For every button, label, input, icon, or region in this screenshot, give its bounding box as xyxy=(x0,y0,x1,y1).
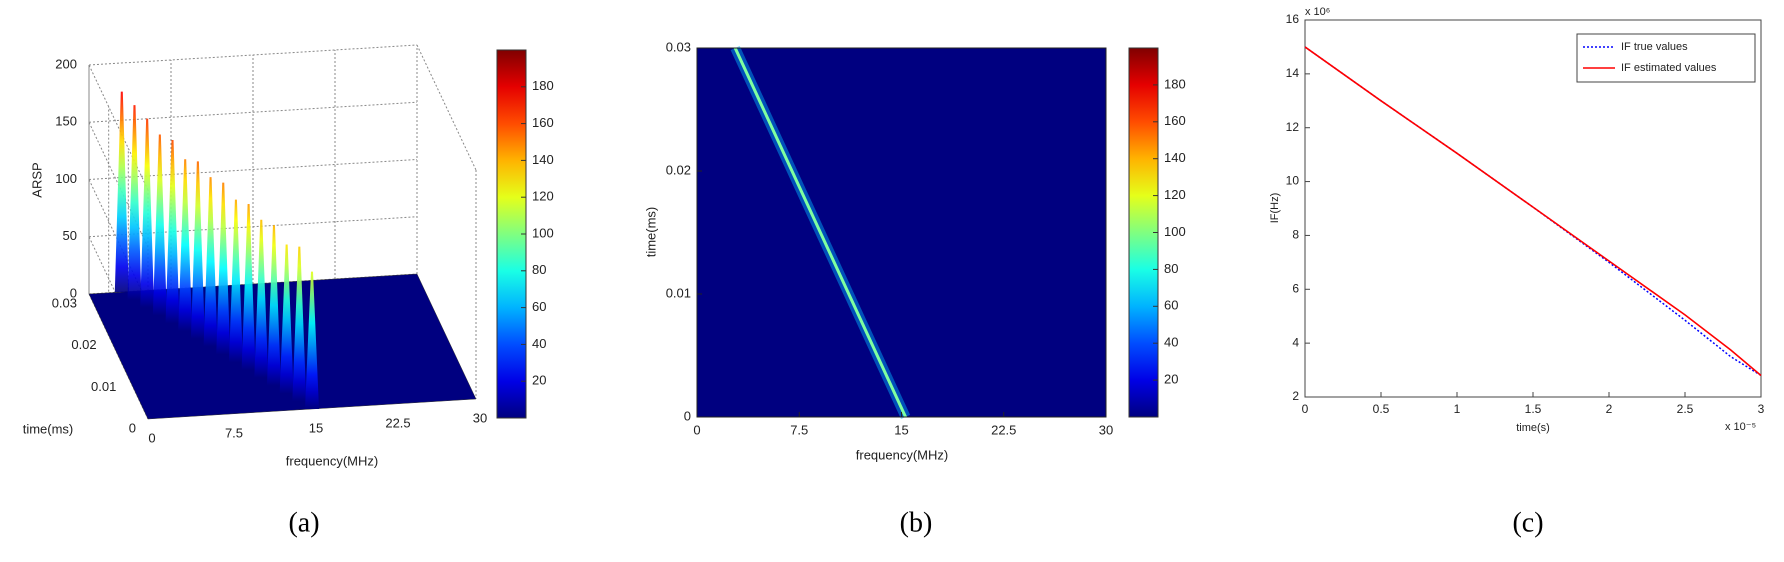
colorbar-label: 40 xyxy=(532,336,546,351)
colorbar-label: 120 xyxy=(532,189,554,204)
y-tick-label: 12 xyxy=(1286,120,1300,134)
x-tick-label: 0.5 xyxy=(1373,402,1390,416)
legend-label: IF true values xyxy=(1621,41,1688,53)
colorbar-label: 40 xyxy=(1164,335,1178,350)
spike xyxy=(279,244,294,394)
x-exponent: x 10⁻⁵ xyxy=(1725,421,1756,433)
y-tick-label: 0.02 xyxy=(71,337,96,352)
x-tick-label: 3 xyxy=(1758,402,1765,416)
y-tick-label: 0.03 xyxy=(52,295,77,310)
z-tick-label: 150 xyxy=(55,114,77,129)
line-series xyxy=(1304,46,1762,377)
colorbar-label: 180 xyxy=(532,78,554,93)
y-exponent: x 10⁶ xyxy=(1305,6,1330,18)
x-tick-label: 22.5 xyxy=(991,422,1016,437)
box-edge xyxy=(416,44,477,171)
colorbar-label: 60 xyxy=(532,299,546,314)
colorbar-label: 20 xyxy=(532,373,546,388)
colorbar-label: 180 xyxy=(1164,76,1186,91)
y-tick-label: 0.01 xyxy=(91,379,116,394)
caption: (b) xyxy=(900,507,933,538)
colorbar-label: 120 xyxy=(1164,187,1186,202)
y-tick-label: 0 xyxy=(129,420,136,435)
spike xyxy=(165,140,180,324)
y-tick-label: 6 xyxy=(1292,281,1299,295)
spike xyxy=(266,225,281,386)
y-tick-label: 8 xyxy=(1292,228,1299,242)
x-tick-label: 22.5 xyxy=(385,415,410,430)
colorbar-label: 160 xyxy=(532,115,554,130)
x-tick-label: 2.5 xyxy=(1677,402,1694,416)
legend-box xyxy=(1576,33,1756,83)
x-tick-label: 1.5 xyxy=(1525,402,1542,416)
spike xyxy=(140,118,155,308)
spike xyxy=(152,134,167,316)
x-tick-label: 7.5 xyxy=(225,425,243,440)
spike xyxy=(254,219,269,378)
spike xyxy=(305,271,319,409)
x-axis-label: frequency(MHz) xyxy=(856,447,948,462)
x-tick-label: 0 xyxy=(148,430,155,445)
y-tick-label: 0.01 xyxy=(666,285,691,300)
y-axis-label: time(ms) xyxy=(643,207,658,258)
x-tick-label: 7.5 xyxy=(790,422,808,437)
colorbar-label: 20 xyxy=(1164,372,1178,387)
x-tick-label: 30 xyxy=(473,410,487,425)
ridge xyxy=(733,47,907,418)
z-axis-label: ARSP xyxy=(29,162,44,197)
x-tick-label: 1 xyxy=(1454,402,1461,416)
y-tick-label: 0 xyxy=(684,408,691,423)
z-tick-label: 50 xyxy=(63,228,77,243)
plot-frame xyxy=(1304,19,1762,398)
y-tick-label: 0.03 xyxy=(666,39,691,54)
y-tick-label: 0.02 xyxy=(666,162,691,177)
colorbar-label: 140 xyxy=(1164,150,1186,165)
spike xyxy=(203,177,218,347)
z-tick-label: 200 xyxy=(55,56,77,71)
colorbar-label: 80 xyxy=(532,262,546,277)
spike xyxy=(178,159,193,331)
grid-line xyxy=(88,101,418,123)
grid-line xyxy=(88,216,418,238)
spike xyxy=(127,105,142,300)
colorbar-label: 80 xyxy=(1164,261,1178,276)
x-tick-label: 0 xyxy=(693,422,700,437)
colorbar-label: 100 xyxy=(1164,224,1186,239)
grid-line xyxy=(88,64,149,191)
y-axis-label: time(ms) xyxy=(23,421,74,436)
caption: (a) xyxy=(288,507,319,538)
y-tick-label: 16 xyxy=(1286,12,1300,26)
y-tick-label: 14 xyxy=(1286,66,1300,80)
y-axis-label: IF(Hz) xyxy=(1269,193,1281,224)
spike xyxy=(241,203,256,370)
x-tick-label: 15 xyxy=(309,420,323,435)
spike xyxy=(228,199,243,363)
z-tick-label: 0 xyxy=(70,285,77,300)
legend-label: IF estimated values xyxy=(1621,62,1717,74)
colorbar-label: 160 xyxy=(1164,113,1186,128)
caption: (c) xyxy=(1512,507,1543,538)
y-tick-label: 2 xyxy=(1292,389,1299,403)
spike xyxy=(216,182,231,355)
colorbar-label: 100 xyxy=(532,225,554,240)
x-axis-label: time(s) xyxy=(1516,422,1550,434)
x-axis-label: frequency(MHz) xyxy=(286,453,378,468)
x-tick-label: 2 xyxy=(1606,402,1613,416)
x-tick-label: 30 xyxy=(1099,422,1113,437)
spike xyxy=(292,246,307,402)
z-tick-label: 100 xyxy=(55,171,77,186)
grid-line xyxy=(88,159,418,180)
grid-line xyxy=(88,44,418,66)
x-tick-label: 15 xyxy=(894,422,908,437)
spike xyxy=(190,161,205,339)
y-tick-label: 4 xyxy=(1292,335,1299,349)
colorbar-label: 140 xyxy=(532,152,554,167)
spike xyxy=(114,91,129,292)
y-tick-label: 10 xyxy=(1286,174,1300,188)
colorbar-label: 60 xyxy=(1164,298,1178,313)
x-tick-label: 0 xyxy=(1302,402,1309,416)
